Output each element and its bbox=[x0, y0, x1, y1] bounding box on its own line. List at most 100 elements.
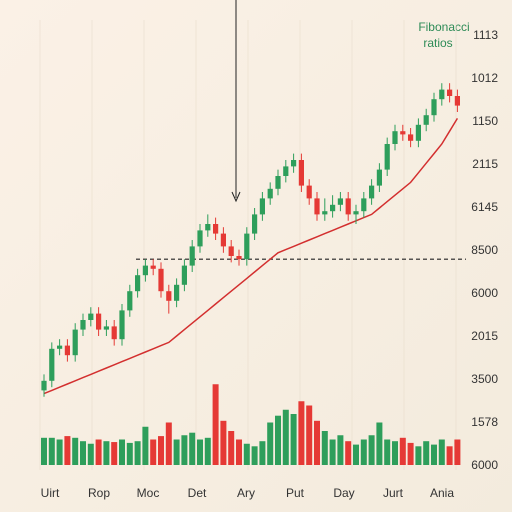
volume-bar bbox=[360, 439, 367, 465]
right-axis-label: 2015 bbox=[471, 329, 498, 343]
candle-body bbox=[423, 115, 429, 125]
candle-body bbox=[41, 380, 47, 391]
candle-body bbox=[57, 345, 63, 349]
candle-body bbox=[361, 198, 367, 212]
candle-body bbox=[64, 345, 70, 356]
candle-body bbox=[135, 275, 141, 292]
volume-bar bbox=[228, 431, 235, 465]
candle-body bbox=[96, 313, 102, 330]
candle-body bbox=[166, 291, 172, 301]
volume-bar bbox=[173, 439, 180, 465]
volume-bar bbox=[103, 441, 110, 465]
x-tick-label: Put bbox=[286, 486, 305, 500]
candle-body bbox=[228, 246, 234, 256]
volume-bar bbox=[267, 422, 274, 465]
candle-body bbox=[158, 268, 164, 292]
volume-bar bbox=[165, 422, 172, 465]
x-tick-label: Ary bbox=[237, 486, 255, 500]
volume-bar bbox=[41, 437, 47, 465]
annotation: Fibonacci bbox=[418, 20, 469, 34]
candle-body bbox=[88, 313, 94, 320]
arrow-head bbox=[231, 191, 241, 203]
candle-body bbox=[236, 256, 242, 260]
volume-bar bbox=[353, 444, 359, 465]
right-axis-label: 6000 bbox=[471, 458, 498, 472]
volume-bar bbox=[329, 439, 336, 465]
candle-body bbox=[392, 131, 398, 144]
right-axis-label: 8500 bbox=[471, 243, 498, 257]
candle-body bbox=[252, 214, 258, 234]
candle-body bbox=[220, 233, 226, 247]
volume-bar bbox=[454, 439, 461, 465]
right-axis-label: 6145 bbox=[471, 200, 498, 214]
candle-body bbox=[415, 124, 421, 141]
candle-body bbox=[384, 144, 390, 170]
volume-bar bbox=[423, 441, 430, 465]
volume-bar bbox=[298, 401, 305, 465]
volume-bar bbox=[275, 415, 281, 465]
volume-bar bbox=[243, 443, 250, 465]
volume-bar bbox=[150, 439, 157, 465]
volume-bar bbox=[56, 439, 63, 465]
candle-body bbox=[111, 326, 117, 340]
volume-bar bbox=[158, 436, 164, 465]
volume-bar bbox=[407, 442, 414, 465]
candle-body bbox=[291, 160, 297, 167]
volume-bar bbox=[197, 439, 203, 465]
candle-body bbox=[49, 348, 55, 381]
candle-body bbox=[353, 211, 359, 215]
candle-body bbox=[72, 329, 78, 356]
volume-bar bbox=[142, 426, 149, 465]
volume-bar bbox=[48, 437, 55, 465]
volume-bar bbox=[399, 437, 406, 465]
volume-bar bbox=[415, 446, 422, 465]
candle-body bbox=[259, 198, 265, 215]
right-axis-label: 1012 bbox=[471, 71, 498, 85]
candle-body bbox=[283, 166, 289, 176]
candle-body bbox=[267, 188, 273, 199]
candle-body bbox=[314, 198, 320, 215]
volume-bar bbox=[119, 439, 125, 465]
candle-body bbox=[454, 96, 460, 106]
volume-bar bbox=[290, 414, 297, 465]
volume-bar bbox=[306, 405, 313, 465]
volume-bar bbox=[337, 435, 344, 465]
annotation: ratios bbox=[423, 36, 452, 50]
candle-body bbox=[330, 204, 336, 212]
volume-bar bbox=[438, 439, 445, 465]
volume-bar bbox=[64, 436, 71, 465]
volume-bar bbox=[251, 446, 258, 465]
candle-body bbox=[431, 99, 437, 116]
volume-bar bbox=[368, 435, 375, 465]
candle-body bbox=[142, 265, 148, 276]
moving-average-line bbox=[43, 118, 459, 395]
volume-bar bbox=[212, 384, 219, 465]
candle-body bbox=[275, 176, 281, 189]
candle-body bbox=[298, 160, 304, 186]
volume-bar bbox=[126, 442, 133, 465]
volume-bar bbox=[189, 432, 196, 465]
right-axis-label: 6000 bbox=[471, 286, 498, 300]
volume-bar bbox=[392, 441, 398, 465]
candle-body bbox=[244, 233, 250, 260]
volume-bar bbox=[314, 420, 320, 465]
volume-bar bbox=[431, 444, 437, 465]
candle-body bbox=[150, 265, 156, 269]
volume-bar bbox=[95, 439, 102, 465]
x-tick-label: Uirt bbox=[41, 486, 60, 500]
volume-bar bbox=[446, 446, 453, 465]
candle-body bbox=[345, 198, 351, 215]
volume-bar bbox=[282, 409, 289, 465]
volume-bar bbox=[236, 439, 242, 465]
candle-body bbox=[174, 284, 180, 301]
volume-bar bbox=[384, 439, 391, 465]
volume-bar bbox=[220, 420, 227, 465]
candle-body bbox=[439, 89, 445, 100]
candle-body bbox=[447, 89, 453, 96]
volume-bar bbox=[376, 422, 383, 465]
candle-body bbox=[306, 185, 312, 199]
candle-body bbox=[205, 224, 211, 231]
x-tick-label: Day bbox=[333, 486, 354, 500]
volume-bar bbox=[87, 443, 94, 465]
